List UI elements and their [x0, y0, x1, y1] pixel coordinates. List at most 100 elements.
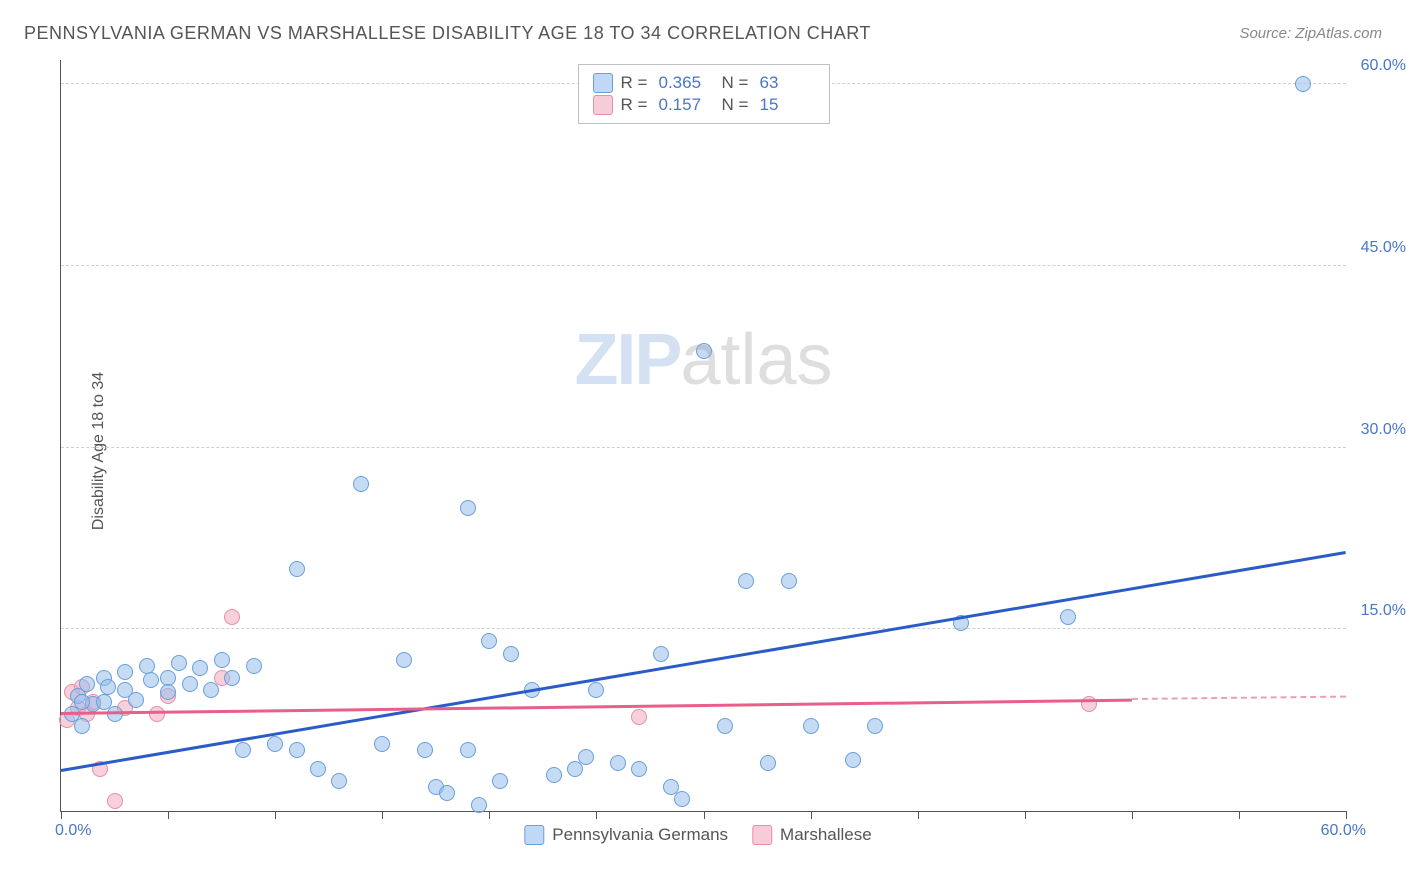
data-point	[224, 670, 240, 686]
data-point	[224, 609, 240, 625]
data-point	[481, 633, 497, 649]
legend-label: Pennsylvania Germans	[552, 825, 728, 845]
data-point	[117, 664, 133, 680]
legend-label: Marshallese	[780, 825, 872, 845]
data-point	[128, 692, 144, 708]
swatch-series2	[752, 825, 772, 845]
gridline	[61, 447, 1346, 448]
legend-item-2: Marshallese	[752, 825, 872, 845]
data-point	[845, 752, 861, 768]
data-point	[289, 742, 305, 758]
data-point	[100, 679, 116, 695]
n-label: N =	[722, 95, 752, 115]
watermark-atlas: atlas	[680, 320, 832, 400]
data-point	[235, 742, 251, 758]
x-max-label: 60.0%	[1321, 822, 1366, 840]
n-value: 63	[760, 73, 815, 93]
watermark: ZIPatlas	[574, 319, 832, 401]
data-point	[460, 742, 476, 758]
data-point	[149, 706, 165, 722]
data-point	[143, 672, 159, 688]
data-point	[107, 793, 123, 809]
data-point	[267, 736, 283, 752]
data-point	[214, 652, 230, 668]
swatch-series1	[524, 825, 544, 845]
x-tick	[1025, 811, 1026, 819]
r-label: R =	[621, 73, 651, 93]
x-tick	[382, 811, 383, 819]
x-tick	[1346, 811, 1347, 819]
data-point	[867, 718, 883, 734]
data-point	[374, 736, 390, 752]
x-tick	[596, 811, 597, 819]
x-tick	[168, 811, 169, 819]
gridline	[61, 265, 1346, 266]
x-tick	[918, 811, 919, 819]
data-point	[760, 755, 776, 771]
data-point	[631, 761, 647, 777]
data-point	[738, 573, 754, 589]
legend-correlation: R = 0.365 N = 63 R = 0.157 N = 15	[578, 64, 830, 124]
y-tick-label: 15.0%	[1361, 602, 1406, 620]
data-point	[439, 785, 455, 801]
data-point	[331, 773, 347, 789]
data-point	[79, 676, 95, 692]
data-point	[471, 797, 487, 813]
y-tick-label: 60.0%	[1361, 57, 1406, 75]
n-label: N =	[722, 73, 752, 93]
x-min-label: 0.0%	[55, 822, 91, 840]
legend-series: Pennsylvania Germans Marshallese	[524, 825, 871, 845]
data-point	[803, 718, 819, 734]
swatch-series2	[593, 95, 613, 115]
data-point	[203, 682, 219, 698]
data-point	[160, 684, 176, 700]
r-value: 0.365	[659, 73, 714, 93]
data-point	[396, 652, 412, 668]
x-tick	[61, 811, 62, 819]
chart-header: PENNSYLVANIA GERMAN VS MARSHALLESE DISAB…	[24, 18, 1382, 48]
data-point	[192, 660, 208, 676]
chart-container: Disability Age 18 to 34 ZIPatlas R = 0.3…	[50, 60, 1346, 842]
r-label: R =	[621, 95, 651, 115]
data-point	[417, 742, 433, 758]
legend-row-2: R = 0.157 N = 15	[593, 95, 815, 115]
data-point	[1295, 76, 1311, 92]
data-point	[696, 343, 712, 359]
source-text: Source: ZipAtlas.com	[1239, 25, 1382, 42]
data-point	[503, 646, 519, 662]
data-point	[588, 682, 604, 698]
data-point	[182, 676, 198, 692]
data-point	[310, 761, 326, 777]
data-point	[139, 658, 155, 674]
data-point	[289, 561, 305, 577]
trendline	[1132, 696, 1346, 700]
x-tick	[275, 811, 276, 819]
data-point	[171, 655, 187, 671]
data-point	[353, 476, 369, 492]
data-point	[1060, 609, 1076, 625]
data-point	[460, 500, 476, 516]
data-point	[74, 694, 90, 710]
data-point	[653, 646, 669, 662]
gridline	[61, 628, 1346, 629]
chart-title: PENNSYLVANIA GERMAN VS MARSHALLESE DISAB…	[24, 23, 871, 44]
x-tick	[811, 811, 812, 819]
x-tick	[1239, 811, 1240, 819]
y-tick-label: 30.0%	[1361, 421, 1406, 439]
data-point	[674, 791, 690, 807]
legend-row-1: R = 0.365 N = 63	[593, 73, 815, 93]
data-point	[781, 573, 797, 589]
data-point	[74, 718, 90, 734]
x-tick	[704, 811, 705, 819]
watermark-zip: ZIP	[574, 320, 680, 400]
data-point	[631, 709, 647, 725]
data-point	[610, 755, 626, 771]
y-tick-label: 45.0%	[1361, 239, 1406, 257]
data-point	[717, 718, 733, 734]
trendline	[61, 698, 1132, 714]
x-tick	[1132, 811, 1133, 819]
data-point	[492, 773, 508, 789]
legend-item-1: Pennsylvania Germans	[524, 825, 728, 845]
n-value: 15	[760, 95, 815, 115]
data-point	[546, 767, 562, 783]
